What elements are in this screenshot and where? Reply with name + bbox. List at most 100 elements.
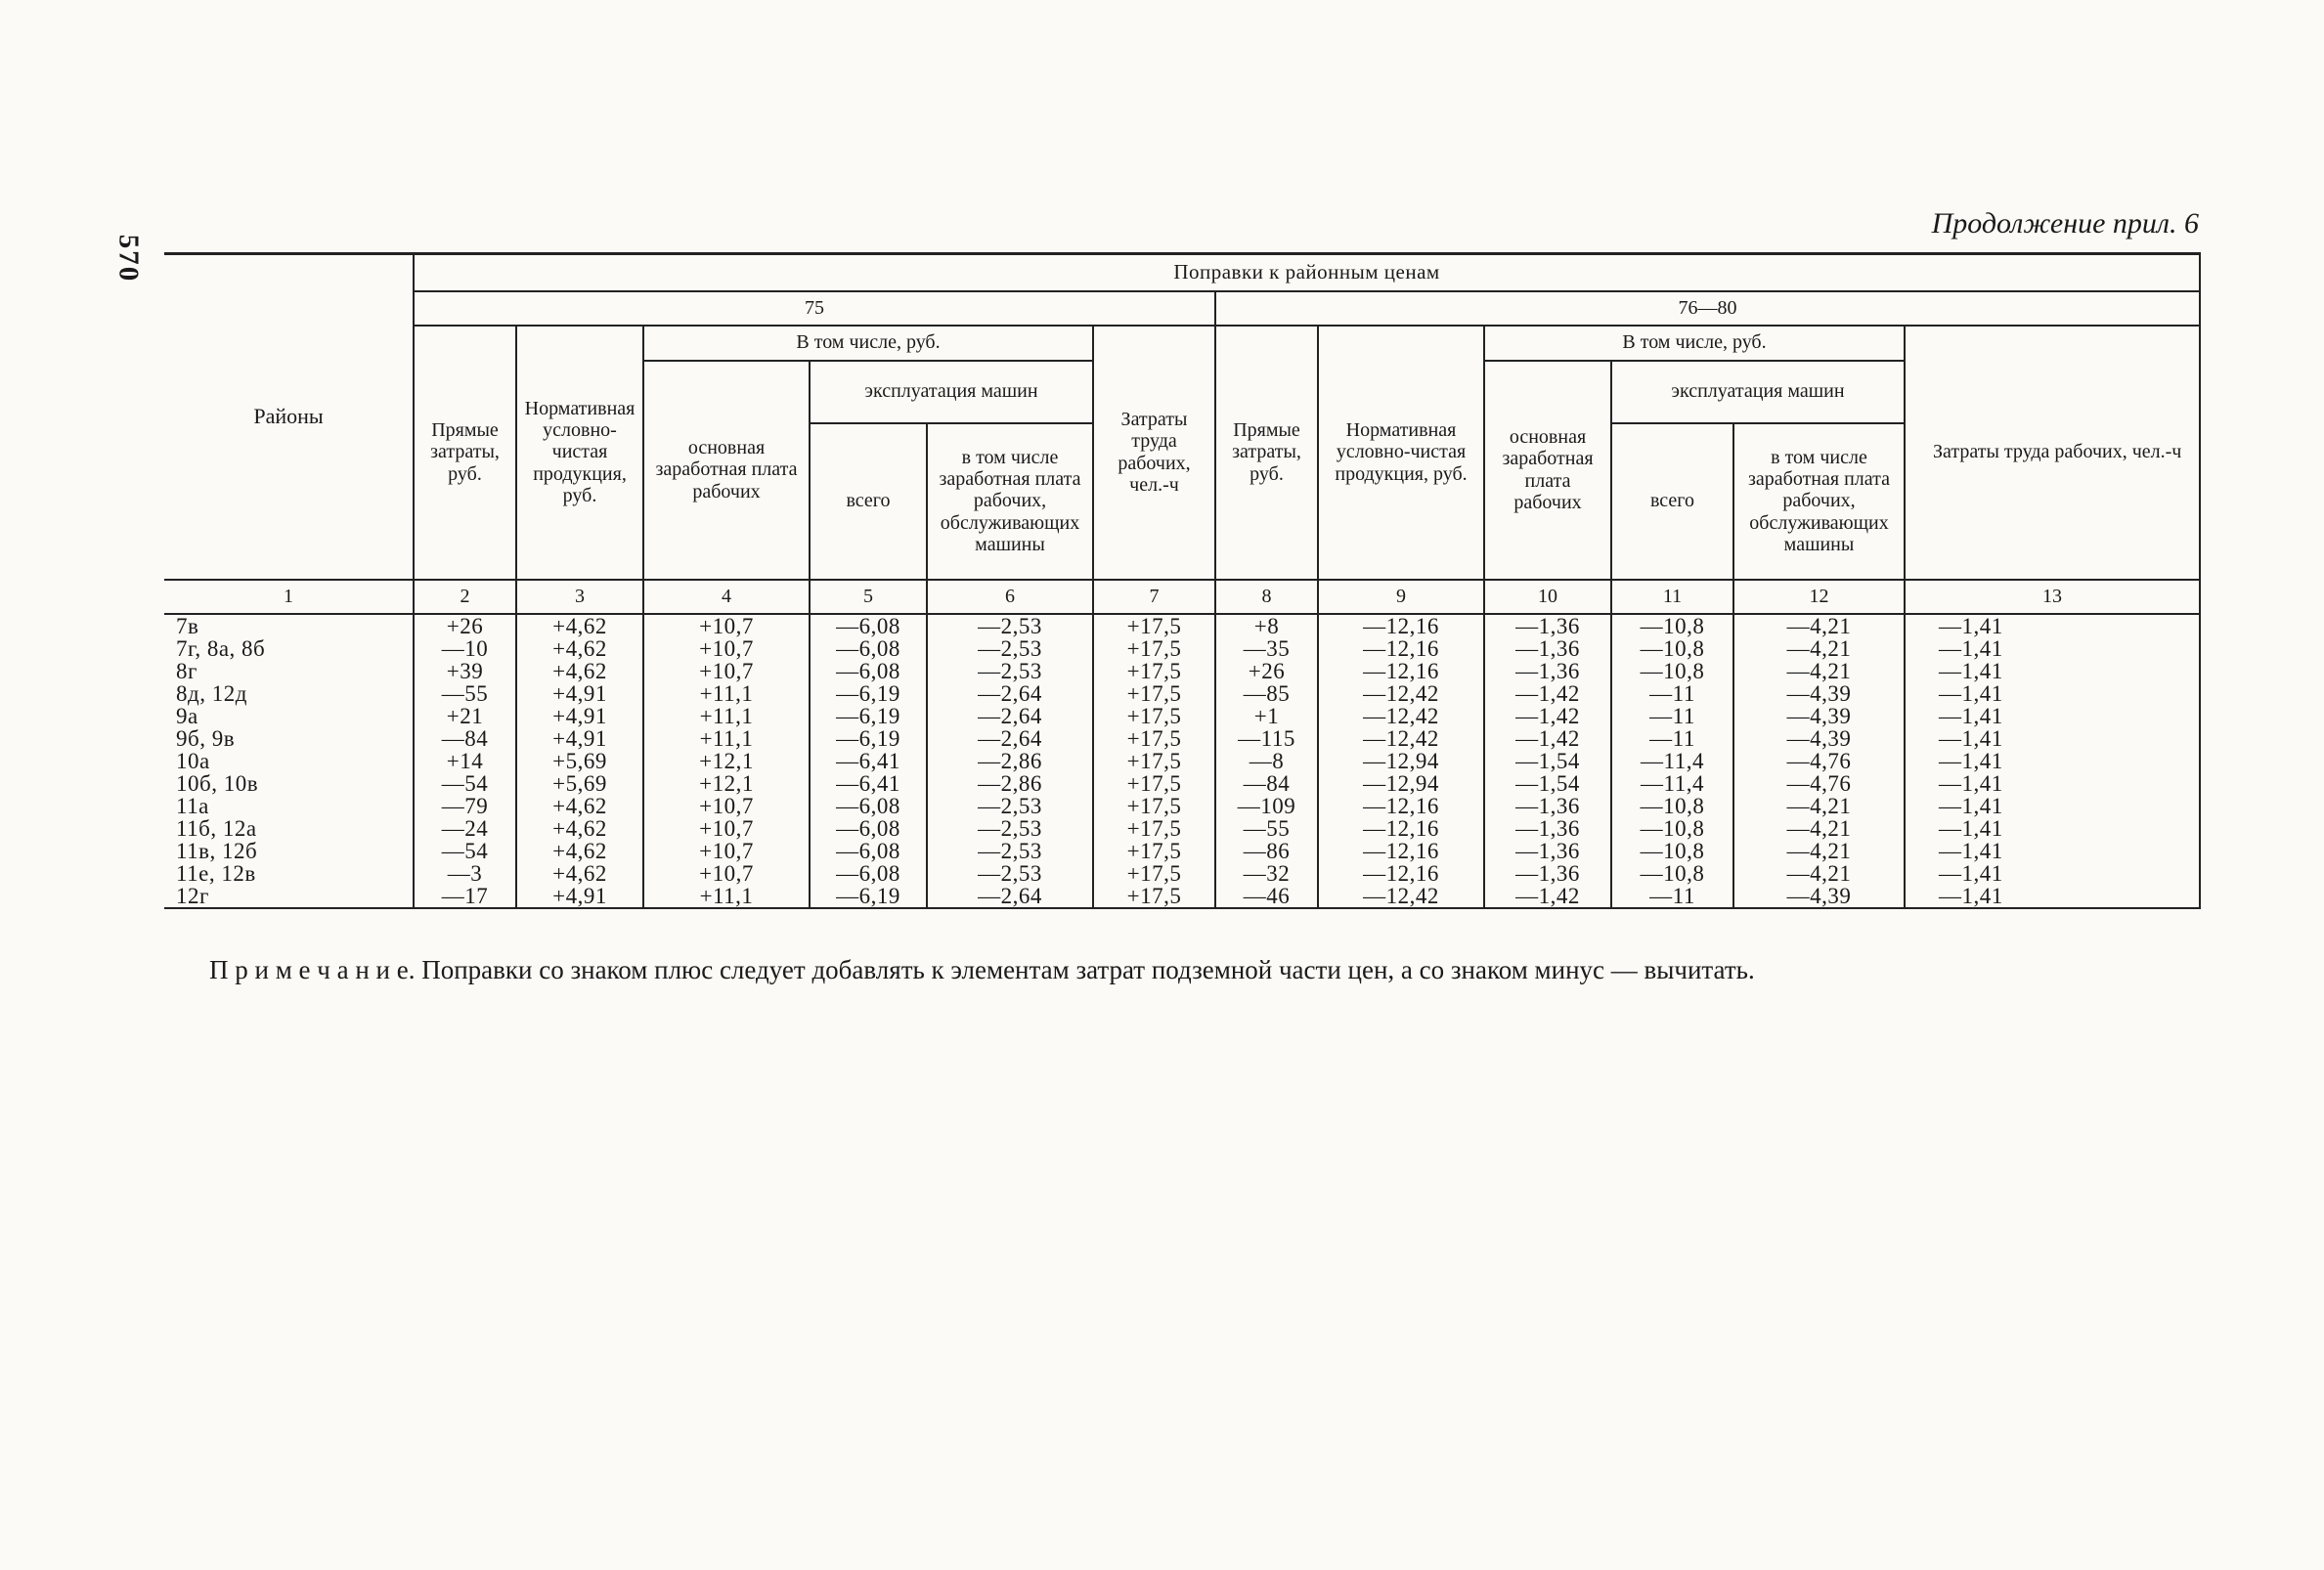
value-cell: —2,53 (926, 839, 1093, 862)
value-cell: —1,41 (1904, 861, 2201, 885)
value-cell: +17,5 (1092, 839, 1215, 862)
value-cell: —4,39 (1732, 704, 1905, 727)
value-cell: —12,16 (1317, 839, 1484, 862)
column-number: 12 (1732, 578, 1905, 615)
value-cell: +11,1 (642, 726, 810, 750)
value-cell: —11 (1610, 884, 1733, 909)
column-number-row: 1 2 3 4 5 6 7 8 9 10 11 12 13 (164, 578, 2201, 615)
value-cell: —10,8 (1610, 794, 1733, 817)
value-cell: —35 (1214, 636, 1318, 660)
value-cell: +4,62 (515, 816, 643, 840)
value-cell: +4,62 (515, 839, 643, 862)
footnote-text: Поправки со знаком плюс следует добавлят… (421, 955, 1755, 984)
header-labor-costs-75: Затраты труда рабочих, чел.-ч (1092, 325, 1215, 580)
column-number: 1 (164, 578, 414, 615)
footnote: П р и м е ч а н и е. Поправки со знаком … (164, 953, 2204, 987)
value-cell: —115 (1214, 726, 1318, 750)
table-row: 7г, 8а, 8б —10 +4,62 +10,7 —6,08 —2,53 +17,5 —3… (164, 636, 2201, 660)
value-cell: —10,8 (1610, 613, 1733, 637)
table-body: 7в +26 +4,62 +10,7 —6,08 —2,53 +17,5 +8 —12,16 —1… (164, 613, 2201, 909)
header-including-76: В том числе, руб. (1483, 325, 1905, 362)
value-cell: —6,41 (809, 749, 927, 772)
table-row: 12г —17 +4,91 +11,1 —6,19 —2,64 +17,5 —46 —12,42… (164, 884, 2201, 909)
value-cell: +12,1 (642, 749, 810, 772)
value-cell: —1,41 (1904, 771, 2201, 795)
value-cell: —4,76 (1732, 771, 1905, 795)
value-cell: —109 (1214, 794, 1318, 817)
value-cell: —2,64 (926, 681, 1093, 705)
value-cell: +17,5 (1092, 636, 1215, 660)
value-cell: —1,36 (1483, 794, 1611, 817)
value-cell: +4,62 (515, 613, 643, 637)
value-cell: —4,21 (1732, 659, 1905, 682)
value-cell: —1,41 (1904, 613, 2201, 637)
value-cell: —6,08 (809, 816, 927, 840)
value-cell: —55 (413, 681, 516, 705)
value-cell: —12,16 (1317, 613, 1484, 637)
value-cell: —84 (1214, 771, 1318, 795)
value-cell: —4,21 (1732, 794, 1905, 817)
value-cell: —11 (1610, 704, 1733, 727)
value-cell: —1,41 (1904, 636, 2201, 660)
footnote-label: П р и м е ч а н и е. (209, 955, 416, 984)
value-cell: —1,42 (1483, 704, 1611, 727)
value-cell: —2,64 (926, 704, 1093, 727)
column-number: 10 (1483, 578, 1611, 615)
value-cell: —1,42 (1483, 884, 1611, 909)
value-cell: +10,7 (642, 636, 810, 660)
value-cell: —2,53 (926, 861, 1093, 885)
corrections-table-wrapper: Районы Поправки к районным ценам 75 76—8… (164, 252, 2201, 909)
district-cell: 9б, 9в (176, 725, 236, 751)
district-cell: 11а (176, 793, 209, 818)
value-cell: —12,94 (1317, 771, 1484, 795)
value-cell: —2,53 (926, 794, 1093, 817)
value-cell: —12,94 (1317, 749, 1484, 772)
value-cell: —17 (413, 884, 516, 909)
value-cell: —1,41 (1904, 704, 2201, 727)
value-cell: +17,5 (1092, 884, 1215, 909)
value-cell: —1,42 (1483, 681, 1611, 705)
value-cell: +4,62 (515, 659, 643, 682)
value-cell: +39 (413, 659, 516, 682)
value-cell: +4,62 (515, 861, 643, 885)
value-cell: —4,21 (1732, 613, 1905, 637)
value-cell: —86 (1214, 839, 1318, 862)
column-number: 4 (642, 578, 810, 615)
value-cell: —10 (413, 636, 516, 660)
value-cell: —1,36 (1483, 659, 1611, 682)
value-cell: —12,16 (1317, 794, 1484, 817)
value-cell: —2,53 (926, 659, 1093, 682)
header-machines-75: эксплуатация машин (809, 360, 1093, 424)
value-cell: —1,36 (1483, 636, 1611, 660)
value-cell: —8 (1214, 749, 1318, 772)
value-cell: —79 (413, 794, 516, 817)
table-row: 11а —79 +4,62 +10,7 —6,08 —2,53 +17,5 —109 —12,1… (164, 793, 2201, 818)
value-cell: +10,7 (642, 613, 810, 637)
table-row: 9а +21 +4,91 +11,1 —6,19 —2,64 +17,5 +1 —12,42 —1… (164, 703, 2201, 728)
table-header: Районы Поправки к районным ценам 75 76—8… (164, 253, 2201, 615)
continuation-header: Продолжение прил. 6 (1931, 207, 2199, 240)
header-districts: Районы (253, 403, 324, 428)
value-cell: +17,5 (1092, 659, 1215, 682)
district-cell: 11е, 12в (176, 860, 256, 886)
value-cell: —6,08 (809, 839, 927, 862)
value-cell: —6,41 (809, 771, 927, 795)
value-cell: —10,8 (1610, 861, 1733, 885)
header-machines-wage-75: в том числе заработная плата рабочих, об… (926, 422, 1093, 580)
value-cell: —12,42 (1317, 681, 1484, 705)
district-cell: 9а (176, 703, 198, 728)
header-total-75: всего (809, 422, 927, 580)
table-row: 11б, 12а —24 +4,62 +10,7 —6,08 —2,53 +17,5 —55—… (164, 816, 2201, 840)
value-cell: —4,21 (1732, 861, 1905, 885)
value-cell: —1,41 (1904, 726, 2201, 750)
value-cell: +4,91 (515, 884, 643, 909)
value-cell: —1,41 (1904, 794, 2201, 817)
value-cell: —11,4 (1610, 749, 1733, 772)
value-cell: +10,7 (642, 816, 810, 840)
value-cell: +26 (1214, 659, 1318, 682)
header-normative-75: Нормативная условно-чистая продукция, ру… (515, 325, 643, 580)
value-cell: —6,19 (809, 884, 927, 909)
value-cell: —2,53 (926, 613, 1093, 637)
value-cell: +5,69 (515, 749, 643, 772)
